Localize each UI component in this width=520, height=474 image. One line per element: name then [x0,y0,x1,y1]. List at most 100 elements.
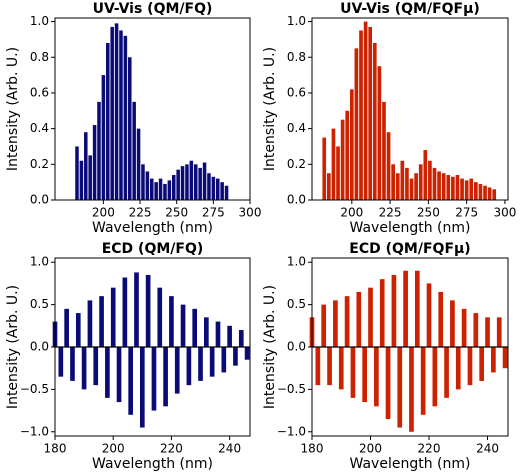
y-axis-label: Intensity (Arb. U.) [5,285,21,409]
spectrum-stick [409,178,414,200]
spectrum-stick [446,175,451,200]
spectrum-stick [321,304,327,347]
spectrum-stick [238,330,244,347]
spectrum-stick [192,308,198,347]
spectrum-stick [368,26,373,200]
spectrum-stick [81,347,87,390]
subplot-title: UV-Vis (QM/FQ) [93,1,213,17]
spectrum-stick [70,347,75,381]
spectrum-stick [176,169,180,200]
subplot: 180 200 220 240 −1.0 −0.5 0.0 0.5 1.0 ECD (QM/FQF… [262,241,509,472]
x-tick-label: 180 [44,442,67,456]
spectrum-stick [322,137,327,200]
x-tick-label: 275 [202,206,225,220]
spectrum-stick [461,308,467,347]
axes-frame [311,17,509,201]
spectrum-stick [362,347,367,403]
y-tick-label: 0.5 [287,297,306,311]
spectrum-stick [158,178,163,200]
x-tick-label: 180 [301,442,324,456]
spectrum-stick [483,185,487,200]
spectrum-stick [414,173,418,200]
x-tick-label: 275 [455,206,478,220]
spectrum-stick [163,347,168,407]
y-tick-label: 0.0 [30,193,49,207]
spectrum-stick [221,347,227,373]
spectrum-stick [403,270,408,347]
spectrum-stick [79,160,84,200]
spectrum-stick [198,167,202,200]
spectrum-stick [75,146,79,200]
x-tick-label: 225 [379,206,402,220]
spectrum-stick [87,300,93,347]
spectrum-stick [123,35,128,200]
x-tick-label: 200 [359,442,382,456]
spectrum-stick [356,291,362,347]
subplot: 180 200 220 240 −1.0 −0.5 0.0 0.5 1.0 ECD (QM/FQ)… [5,241,251,472]
spectrum-stick [405,167,409,200]
x-axis-label: Wavelength (nm) [350,456,471,472]
spectrum-stick [132,101,136,200]
spectrum-stick [414,270,420,347]
spectrum-stick [204,317,209,347]
subplot: 200 225 250 275 300 0.0 0.2 0.4 0.6 0.8 1.0 UV-Vis … [5,1,261,236]
y-tick-label: 0.4 [30,121,49,135]
spectrum-stick [359,30,363,200]
y-tick-label: 0.8 [287,50,306,64]
spectrum-stick [397,347,403,428]
spectrum-stick [174,347,180,394]
spectrum-stick [64,308,69,347]
y-tick-label: −1.0 [277,424,306,438]
spectrum-stick [198,347,203,381]
x-tick-label: 240 [476,442,499,456]
x-tick-label: 240 [218,442,241,456]
spectrum-stick [106,42,110,200]
y-axis-label: Intensity (Arb. U.) [262,47,278,171]
spectrum-stick [189,160,194,200]
spectrum-stick [464,180,469,200]
spectrum-stick [185,164,189,200]
spectrum-stick [354,48,359,201]
y-tick-label: 0.0 [287,340,306,354]
x-tick-label: 250 [417,206,440,220]
spectrum-stick [110,287,116,347]
spectrum-stick [496,317,502,347]
spectrum-stick [202,162,207,200]
y-axis-label: Intensity (Arb. U.) [5,47,21,171]
spectrum-stick [180,304,186,347]
x-tick-label: 225 [129,206,152,220]
spectrum-stick [122,277,128,347]
spectrum-stick [502,347,508,369]
spectrum-stick [444,347,449,398]
y-tick-label: 1.0 [30,14,49,28]
spectrum-stick [438,291,444,347]
spectrum-stick [93,347,99,386]
spectrum-stick [487,187,492,200]
spectrum-stick [478,183,483,200]
spectrum-stick [211,176,216,200]
spectrum-stick [450,300,455,347]
y-tick-label: 0.2 [287,157,306,171]
spectrum-stick [428,160,432,200]
spectrum-stick [116,347,122,403]
spectrum-stick [377,66,382,200]
x-tick-label: 200 [340,206,363,220]
y-tick-label: 1.0 [30,255,49,269]
subplot-title: ECD (QM/FQ) [102,241,204,257]
spectrum-stick [350,347,356,398]
spectrum-stick [485,317,490,347]
y-axis-label: Intensity (Arb. U.) [262,285,278,409]
spectrum-stick [418,164,423,200]
spectrum-stick [92,125,97,200]
x-axis-label: Wavelength (nm) [92,220,213,236]
spectrum-stick [455,175,460,200]
spectrum-stick [157,287,163,347]
spectrum-stick [451,176,455,200]
y-tick-label: 0.8 [30,50,49,64]
spectrum-stick [420,347,426,415]
spectrum-stick [385,347,391,420]
spectrum-stick [344,296,350,347]
spectrum-stick [423,150,428,200]
spectrum-stick [374,347,379,407]
spectrum-stick [455,347,461,390]
